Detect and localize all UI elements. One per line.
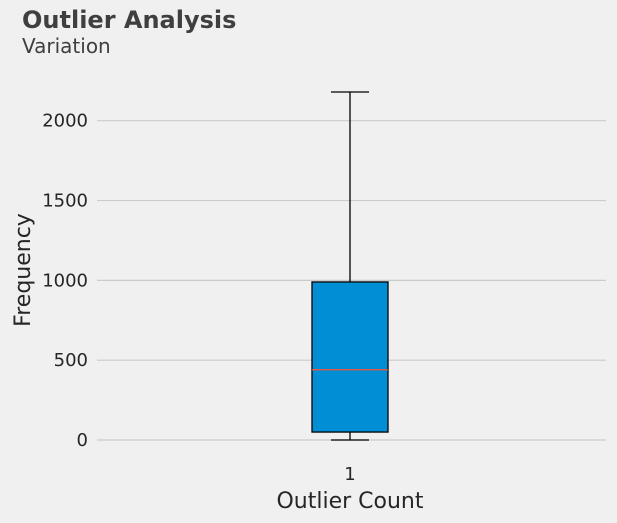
y-tick-labels: 0 500 1000 1500 2000: [42, 111, 88, 451]
chart-subtitle: Variation: [22, 34, 111, 58]
y-tick-label: 1000: [42, 270, 88, 291]
box-plot: [311, 91, 389, 441]
x-tick-labels: 1: [344, 464, 355, 485]
chart-title: Outlier Analysis: [22, 6, 237, 34]
y-tick-label: 1500: [42, 191, 88, 212]
iqr-box: [311, 281, 389, 433]
x-tick-label: 1: [344, 464, 355, 485]
x-axis-label: Outlier Count: [276, 489, 423, 514]
y-tick-label: 0: [77, 430, 88, 451]
y-tick-label: 500: [54, 350, 88, 371]
y-tick-label: 2000: [42, 111, 88, 132]
y-axis-label: Frequency: [11, 213, 36, 327]
